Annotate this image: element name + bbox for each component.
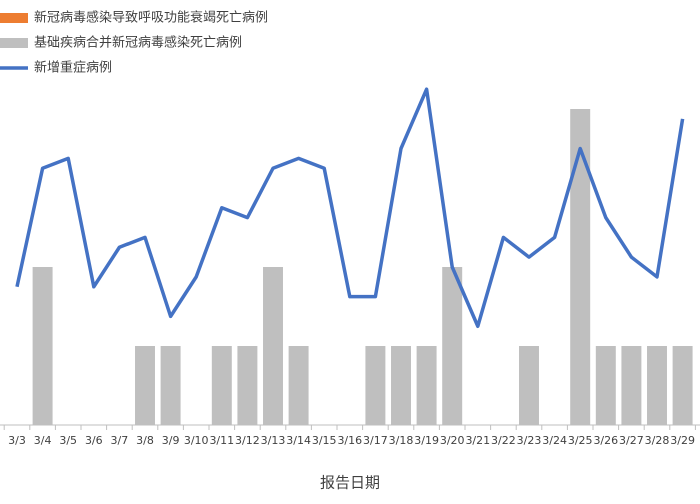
x-tick-label: 3/25 [568, 434, 593, 447]
x-tick-label: 3/15 [312, 434, 337, 447]
x-tick-label: 3/22 [491, 434, 516, 447]
x-tick-label: 3/19 [414, 434, 439, 447]
x-tick-label: 3/9 [162, 434, 180, 447]
legend-swatch [0, 13, 28, 23]
x-tick-label: 3/14 [286, 434, 311, 447]
bar [135, 346, 155, 425]
x-tick-label: 3/21 [465, 434, 490, 447]
x-tick-label: 3/23 [517, 434, 542, 447]
legend-label: 基础疾病合并新冠病毒感染死亡病例 [34, 35, 242, 51]
bar [263, 267, 283, 425]
bar [595, 346, 616, 425]
x-tick-label: 3/10 [184, 434, 209, 447]
bar [519, 346, 539, 425]
legend-swatch [0, 38, 28, 48]
x-tick-label: 3/4 [34, 434, 52, 447]
x-tick-label: 3/16 [337, 434, 362, 447]
bar [570, 109, 591, 425]
x-axis-title: 报告日期 [320, 474, 380, 492]
x-tick-label: 3/11 [209, 434, 234, 447]
x-tick-label: 3/8 [136, 434, 154, 447]
bar [288, 346, 309, 425]
bar [211, 346, 232, 425]
legend-label: 新增重症病例 [34, 60, 112, 76]
x-tick-label: 3/18 [389, 434, 414, 447]
bar [32, 267, 53, 425]
x-tick-label: 3/5 [59, 434, 77, 447]
x-tick-label: 3/24 [542, 434, 567, 447]
bar [647, 346, 667, 425]
x-tick-label: 3/26 [593, 434, 618, 447]
x-tick-label: 3/28 [645, 434, 670, 447]
x-tick-label: 3/12 [235, 434, 260, 447]
bar [365, 346, 386, 425]
bar [442, 267, 463, 425]
x-tick-label: 3/29 [670, 434, 695, 447]
bar [160, 346, 181, 425]
bar [237, 346, 258, 425]
x-tick-label: 3/6 [85, 434, 103, 447]
x-tick-label: 3/17 [363, 434, 388, 447]
x-tick-label: 3/27 [619, 434, 644, 447]
legend-label: 新冠病毒感染导致呼吸功能衰竭死亡病例 [34, 10, 268, 26]
bar [621, 346, 642, 425]
x-tick-label: 3/13 [261, 434, 286, 447]
bar [416, 346, 437, 425]
bar [391, 346, 411, 425]
x-tick-label: 3/7 [111, 434, 129, 447]
line [15, 87, 685, 328]
x-tick-label: 3/20 [440, 434, 465, 447]
bar [672, 346, 693, 425]
x-tick-label: 3/3 [8, 434, 26, 447]
